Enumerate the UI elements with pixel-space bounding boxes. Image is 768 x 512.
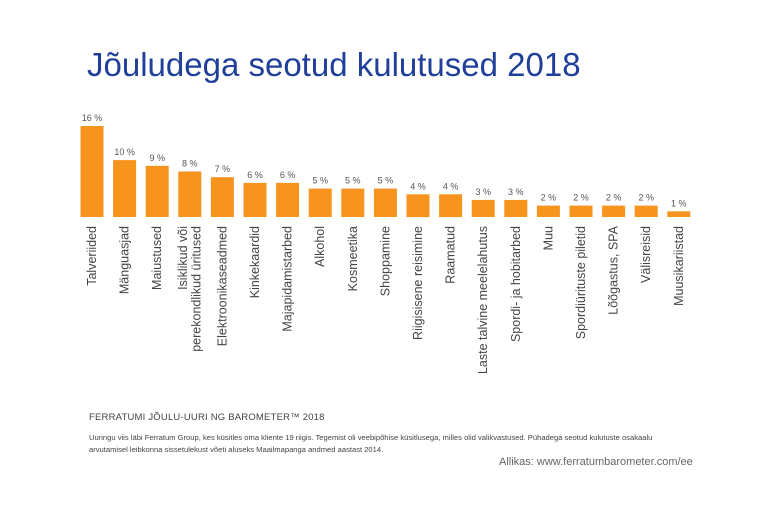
category-label-4: Elektroonikaseadmed <box>215 226 229 346</box>
value-label-2: 9 % <box>149 153 165 163</box>
category-label-5: Kinkekaardid <box>248 226 262 298</box>
bar-1 <box>113 160 137 217</box>
bar-14 <box>536 205 560 217</box>
bar-5 <box>243 182 267 217</box>
value-label-14: 2 % <box>541 193 557 203</box>
category-label-16: Lõõgastus, SPA <box>607 225 621 314</box>
bar-7 <box>308 188 332 217</box>
value-label-1: 10 % <box>114 147 135 157</box>
category-label-2: Maiustused <box>150 226 164 290</box>
value-label-4: 7 % <box>215 164 231 174</box>
bar-10 <box>406 194 430 218</box>
bar-11 <box>439 194 463 218</box>
category-label-18: Muusikariistad <box>672 226 686 306</box>
value-label-15: 2 % <box>573 193 589 203</box>
bar-17 <box>634 205 658 217</box>
bar-16 <box>602 205 626 217</box>
chart-title: Jõuludega seotud kulutused 2018 <box>87 46 581 83</box>
category-label-1: Mänguasjad <box>118 226 132 294</box>
bar-15 <box>569 205 593 217</box>
bar-3 <box>178 171 202 217</box>
category-label-15: Spordiürituste piletid <box>574 226 588 339</box>
category-label-0: Talveriided <box>85 226 99 286</box>
category-label-10: Riigisisene reisimine <box>411 226 425 340</box>
bar-18 <box>667 211 691 217</box>
footer-heading: FERRATUMI JÕULU-UURI NG BAROMETER™ 2018 <box>89 412 325 423</box>
value-label-11: 4 % <box>443 181 459 191</box>
value-label-18: 1 % <box>671 198 687 208</box>
bar-6 <box>276 182 300 217</box>
bar-8 <box>341 188 365 217</box>
bar-13 <box>504 199 528 217</box>
value-label-8: 5 % <box>345 176 361 186</box>
bar-9 <box>373 188 397 217</box>
value-label-10: 4 % <box>410 181 426 191</box>
category-label-12: Laste talvine meelelahutus <box>476 226 490 374</box>
value-label-0: 16 % <box>82 113 103 123</box>
value-label-5: 6 % <box>247 170 263 180</box>
category-label-7: Alkohol <box>313 226 327 267</box>
bar-4 <box>210 177 234 217</box>
value-label-12: 3 % <box>475 187 491 197</box>
value-label-9: 5 % <box>378 176 394 186</box>
category-label-17: Välisreisid <box>639 226 653 283</box>
value-label-13: 3 % <box>508 187 524 197</box>
source-link[interactable]: Allikas: www.ferratumbarometer.com/ee <box>499 456 693 468</box>
bar-chart: 16 % Talveriided 10 % Mänguasjad 9 % Maiustus… <box>80 113 691 374</box>
category-label-6: Majapidamistarbed <box>281 226 295 332</box>
value-label-16: 2 % <box>606 193 622 203</box>
category-label-11: Raamatud <box>444 226 458 284</box>
footer-note: Uuringu viis läbi Ferratum Group, kes kü… <box>89 433 653 454</box>
category-label-3: Isiklikud võiperekondlikud üritused <box>176 226 204 352</box>
bar-0 <box>80 126 104 217</box>
value-label-17: 2 % <box>638 193 654 203</box>
category-label-8: Kosmeetika <box>346 226 360 291</box>
value-label-6: 6 % <box>280 170 296 180</box>
category-label-14: Muu <box>541 226 555 250</box>
bar-2 <box>145 165 169 217</box>
value-label-3: 8 % <box>182 159 198 169</box>
category-label-9: Shoppamine <box>378 226 392 296</box>
category-label-13: Spordi- ja hobitarbed <box>509 226 523 342</box>
bar-12 <box>471 199 495 217</box>
value-label-7: 5 % <box>312 176 328 186</box>
